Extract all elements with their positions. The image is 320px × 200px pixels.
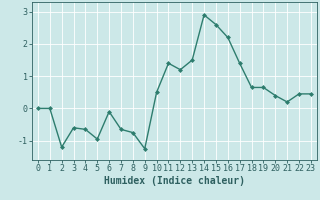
X-axis label: Humidex (Indice chaleur): Humidex (Indice chaleur) (104, 176, 245, 186)
